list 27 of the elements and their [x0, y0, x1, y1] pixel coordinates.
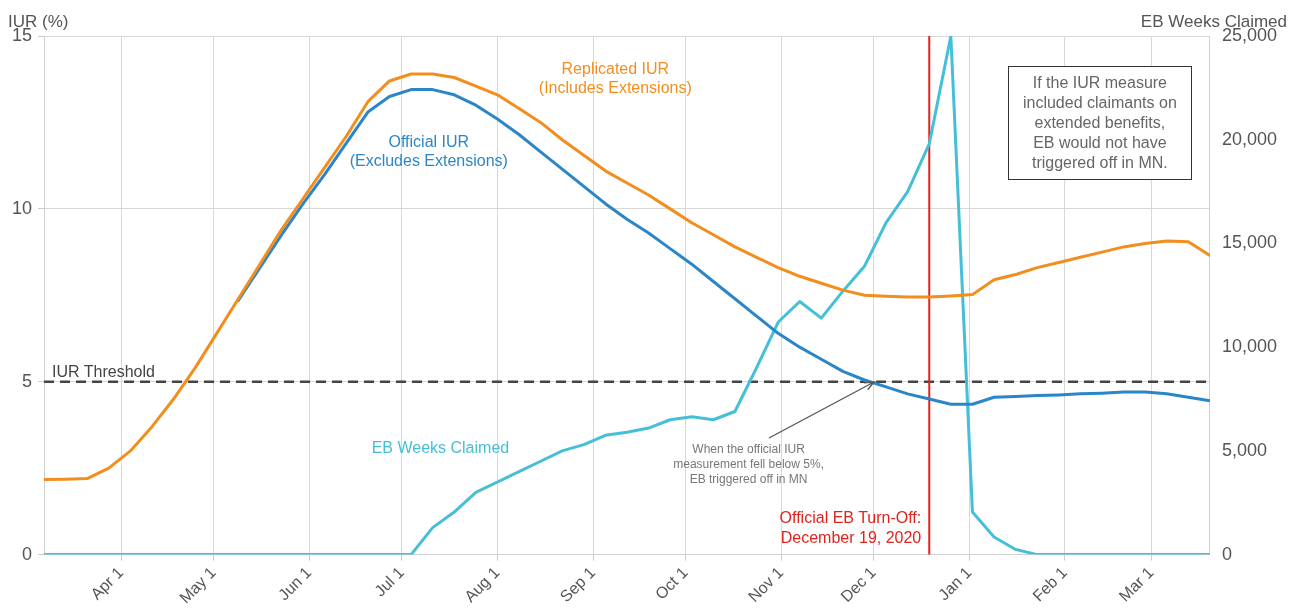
- annotation: When the official IUR measurement fell below 5%, EB triggered off in MN: [673, 441, 824, 487]
- annotation: If the IUR measure included claimants on extended benefits, EB would not have triggered off in MN.: [1007, 66, 1192, 180]
- ref-line-label: IUR Threshold: [52, 363, 155, 381]
- series-label: Replicated IUR (Includes Extensions): [538, 60, 692, 97]
- x-tick-label: Dec 1: [837, 563, 880, 606]
- x-tick-label: Apr 1: [87, 563, 127, 603]
- y-tick-label: 5: [22, 370, 33, 391]
- x-tick-label: May 1: [176, 563, 219, 607]
- y2-tick-label: 5,000: [1221, 439, 1267, 460]
- ref-line-label: Official EB Turn-Off: December 19, 2020: [779, 509, 922, 547]
- x-tick-label: Sep 1: [556, 563, 599, 606]
- y2-tick-label: 15,000: [1221, 232, 1278, 253]
- series-label: Official IUR (Excludes Extensions): [349, 132, 508, 169]
- y-tick-label: 10: [11, 197, 33, 218]
- x-tick-label: Nov 1: [744, 563, 787, 606]
- x-tick-label: Jan 1: [934, 563, 975, 604]
- x-tick-label: Jul 1: [371, 563, 408, 600]
- y2-tick-label: 20,000: [1221, 128, 1278, 149]
- x-tick-label: Feb 1: [1029, 563, 1071, 605]
- x-tick-label: Mar 1: [1115, 563, 1157, 605]
- y2-tick-label: 10,000: [1221, 336, 1278, 357]
- y2-tick-label: 0: [1221, 543, 1232, 564]
- y-tick-label: 0: [22, 543, 33, 564]
- x-tick-label: Oct 1: [651, 563, 691, 603]
- series-label: EB Weeks Claimed: [371, 438, 510, 456]
- x-tick-label: Jun 1: [274, 563, 315, 604]
- x-tick-label: Aug 1: [461, 563, 503, 606]
